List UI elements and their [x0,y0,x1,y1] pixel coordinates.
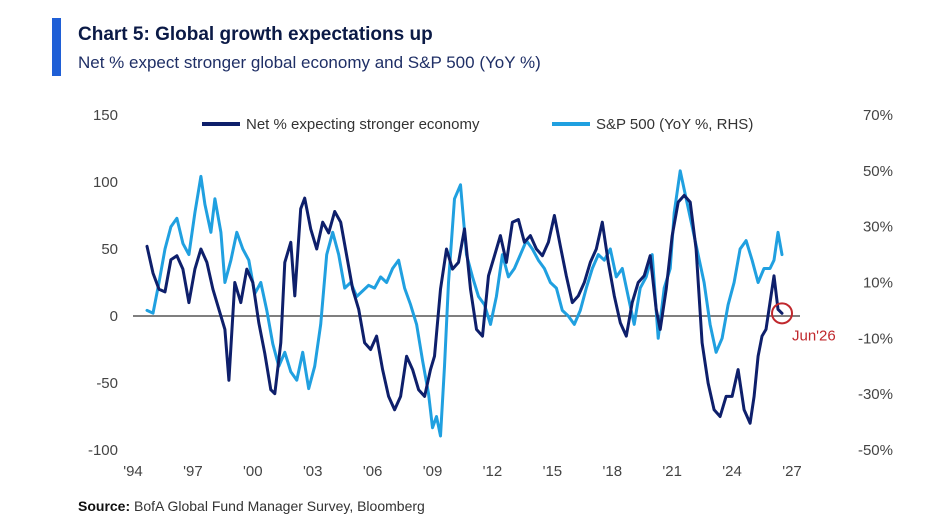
right-y-tick-label: 30% [863,219,893,236]
x-tick-label: '00 [243,463,263,480]
left-y-tick-label: -50 [96,375,118,392]
source-note: Source: BofA Global Fund Manager Survey,… [78,498,425,514]
title-accent-bar [52,18,61,76]
series-line-net [145,193,784,425]
right-y-tick-label: -50% [858,442,893,459]
legend-label-net: Net % expecting stronger economy [246,116,480,133]
chart-subtitle: Net % expect stronger global economy and… [78,53,541,72]
x-tick-label: '06 [363,463,383,480]
x-tick-label: '21 [662,463,682,480]
x-tick-label: '24 [722,463,742,480]
x-axis: '94 '97 '00 '03 '06 '09 '12 '15 '18 '21 '24 '27 [123,463,802,480]
left-y-tick-label: 150 [93,107,118,124]
left-y-axis: 150 100 50 0 -50 -100 [88,107,118,459]
legend-label-sp500: S&P 500 (YoY %, RHS) [596,116,753,133]
x-tick-label: '03 [303,463,323,480]
annotation-label: Jun'26 [792,327,836,344]
x-tick-label: '27 [782,463,802,480]
left-y-tick-label: 50 [101,241,118,258]
series-line-sp500 [145,169,784,438]
right-y-tick-label: 10% [863,275,893,292]
x-tick-label: '97 [183,463,203,480]
x-tick-label: '18 [602,463,622,480]
x-tick-label: '09 [423,463,443,480]
annotation-layer: Jun'26 [771,302,836,344]
chart-title: Chart 5: Global growth expectations up [78,24,433,45]
series-layer [145,169,784,438]
x-tick-label: '94 [123,463,143,480]
right-y-tick-label: 50% [863,163,893,180]
source-text: BofA Global Fund Manager Survey, Bloombe… [130,498,425,514]
legend: Net % expecting stronger economy S&P 500… [202,116,753,133]
right-y-axis: 70% 50% 30% 10% -10% -30% -50% [858,107,893,459]
x-tick-label: '15 [543,463,563,480]
left-y-tick-label: 0 [110,308,118,325]
annotation-circle [771,302,794,325]
source-label: Source: [78,498,131,514]
right-y-tick-label: -30% [858,386,893,403]
left-y-tick-label: -100 [88,442,118,459]
left-y-tick-label: 100 [93,174,118,191]
right-y-tick-label: 70% [863,107,893,124]
x-tick-label: '12 [483,463,503,480]
right-y-tick-label: -10% [858,330,893,347]
